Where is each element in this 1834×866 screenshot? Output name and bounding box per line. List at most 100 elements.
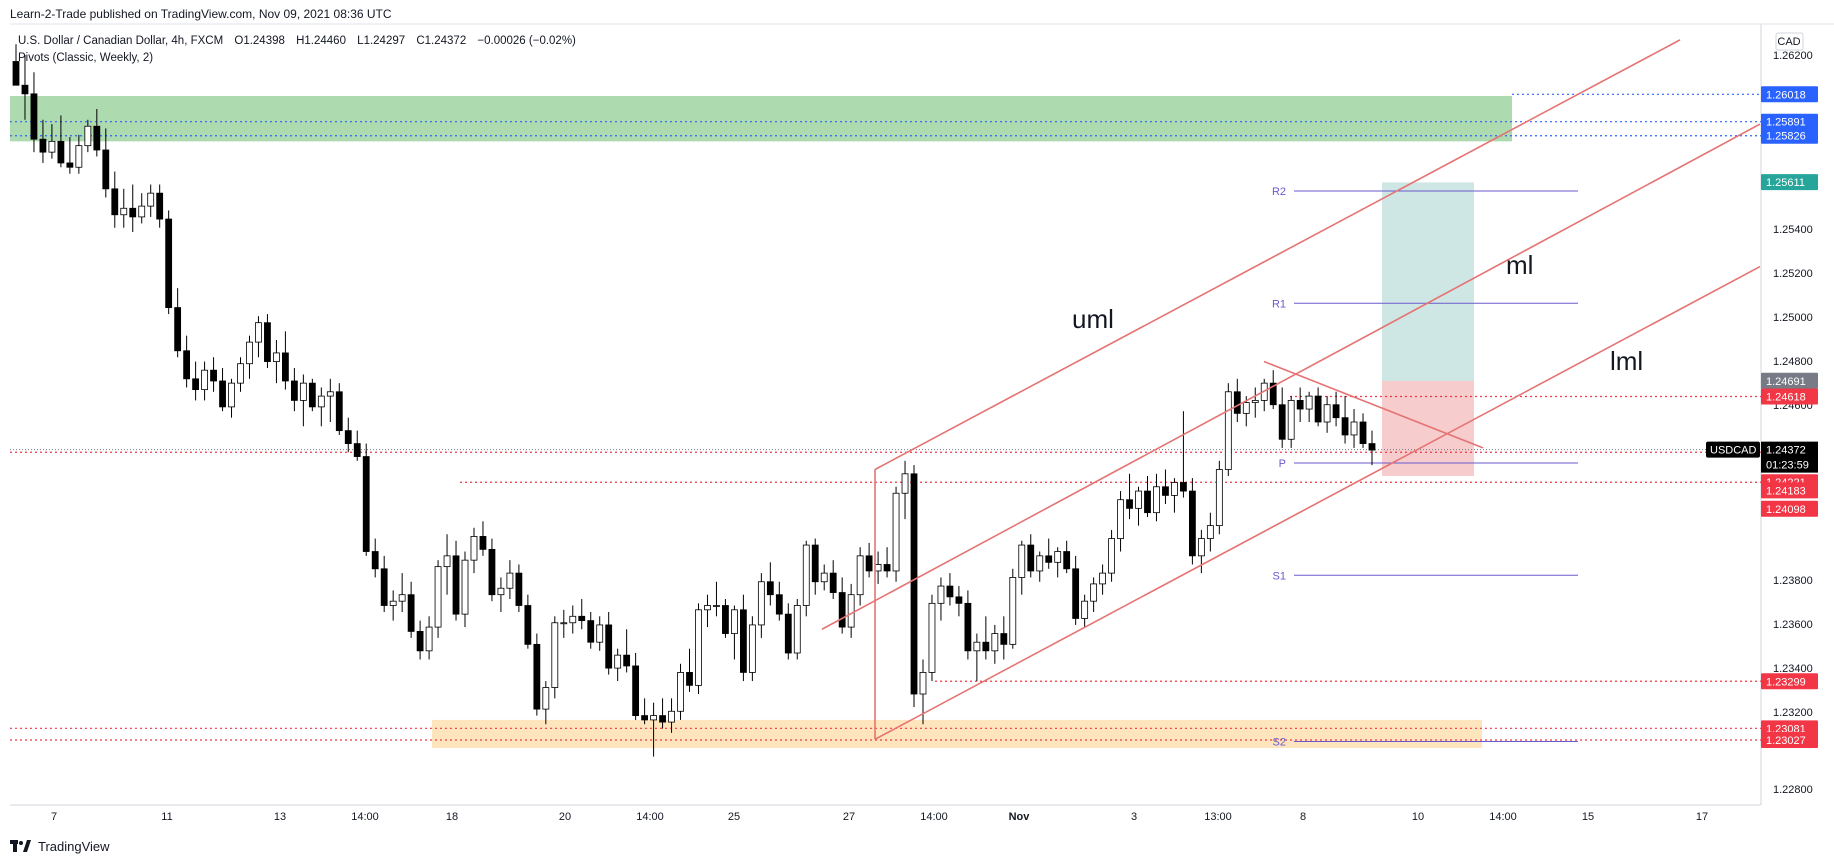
candle-121 bbox=[1099, 564, 1106, 595]
price-tag-1.23299: 1.23299 bbox=[1761, 673, 1818, 690]
x-tick-17: 17 bbox=[1696, 811, 1708, 823]
candle-34 bbox=[317, 387, 325, 427]
y-tick-0: 1.26200 bbox=[1773, 50, 1813, 62]
candle-36 bbox=[335, 383, 343, 435]
candle-50 bbox=[461, 551, 469, 628]
candle-66 bbox=[605, 611, 613, 675]
candle-125 bbox=[1135, 486, 1142, 526]
candle-40 bbox=[371, 538, 379, 578]
price-tag-1.23027: 1.23027 bbox=[1761, 731, 1818, 748]
candle-103 bbox=[937, 577, 945, 621]
candle-76 bbox=[695, 603, 702, 695]
currency-label: CAD bbox=[1777, 36, 1800, 48]
candle-62 bbox=[569, 605, 577, 634]
candle-47 bbox=[434, 560, 442, 638]
candle-60 bbox=[551, 616, 559, 699]
candle-82 bbox=[748, 616, 756, 682]
candle-24 bbox=[228, 378, 235, 418]
symbol-tag: USDCAD bbox=[1706, 441, 1760, 458]
x-tick-12: 13:00 bbox=[1204, 811, 1232, 823]
svg-text:1.24098: 1.24098 bbox=[1766, 504, 1806, 516]
candle-107 bbox=[973, 633, 981, 682]
candle-114 bbox=[1036, 551, 1044, 582]
pivot-label-r1: R1 bbox=[1272, 298, 1286, 310]
svg-text:1.23299: 1.23299 bbox=[1766, 676, 1806, 688]
candle-30 bbox=[282, 331, 289, 390]
candle-105 bbox=[955, 586, 963, 617]
candle-151 bbox=[1368, 430, 1376, 466]
candle-74 bbox=[677, 663, 684, 720]
candle-146 bbox=[1323, 396, 1331, 433]
candle-84 bbox=[766, 562, 774, 606]
candle-63 bbox=[578, 599, 586, 630]
candle-65 bbox=[596, 616, 604, 651]
pivot-label-p: P bbox=[1279, 458, 1286, 470]
x-tick-15: 14:00 bbox=[1489, 811, 1517, 823]
candle-4 bbox=[48, 124, 56, 159]
candle-127 bbox=[1153, 473, 1160, 522]
x-tick-14: 10 bbox=[1412, 811, 1424, 823]
pivot-label-s2: S2 bbox=[1273, 737, 1286, 749]
candle-56 bbox=[515, 564, 523, 612]
candle-44 bbox=[407, 581, 415, 638]
candle-113 bbox=[1027, 534, 1035, 578]
y-tick-11: 1.23200 bbox=[1773, 707, 1813, 719]
price-tag-1.24691: 1.24691 bbox=[1761, 372, 1818, 389]
candle-123 bbox=[1117, 491, 1124, 552]
tradingview-logo-icon bbox=[10, 839, 31, 852]
candle-8 bbox=[84, 119, 92, 153]
x-tick-2: 13 bbox=[274, 811, 286, 823]
symbol-name: U.S. Dollar / Canadian Dollar, 4h, FXCM bbox=[18, 35, 224, 47]
x-tick-13: 8 bbox=[1300, 811, 1306, 823]
candle-80 bbox=[731, 605, 738, 660]
svg-text:1.25611: 1.25611 bbox=[1766, 177, 1805, 189]
candle-45 bbox=[416, 620, 424, 660]
candle-35 bbox=[326, 378, 334, 422]
candle-94 bbox=[856, 547, 864, 606]
candle-22 bbox=[210, 357, 217, 392]
candle-91 bbox=[829, 560, 837, 600]
x-tick-6: 14:00 bbox=[636, 811, 664, 823]
candle-12 bbox=[120, 188, 128, 228]
candle-13 bbox=[129, 184, 137, 233]
candle-37 bbox=[344, 417, 352, 453]
candle-14 bbox=[138, 193, 146, 224]
candle-53 bbox=[488, 538, 496, 602]
candle-110 bbox=[1000, 616, 1008, 660]
candle-116 bbox=[1054, 547, 1062, 578]
candle-69 bbox=[632, 652, 640, 720]
candle-49 bbox=[452, 540, 460, 621]
x-tick-5: 20 bbox=[559, 811, 571, 823]
candle-85 bbox=[775, 581, 783, 621]
y-tick-1: 1.25400 bbox=[1773, 224, 1813, 236]
resistance-zone bbox=[10, 96, 1512, 142]
tradingview-brand: TradingView bbox=[38, 839, 110, 854]
candle-20 bbox=[192, 361, 200, 401]
candle-51 bbox=[470, 527, 478, 574]
candle-31 bbox=[290, 368, 298, 412]
candle-77 bbox=[704, 594, 711, 628]
candle-143 bbox=[1296, 387, 1304, 422]
candle-41 bbox=[380, 555, 388, 612]
candle-32 bbox=[299, 374, 307, 427]
candle-132 bbox=[1197, 529, 1205, 574]
candle-122 bbox=[1108, 529, 1115, 582]
candle-72 bbox=[659, 698, 666, 729]
candle-140 bbox=[1269, 370, 1277, 410]
candle-99 bbox=[901, 460, 909, 520]
candle-133 bbox=[1206, 512, 1214, 552]
y-tick-12: 1.22800 bbox=[1773, 784, 1813, 796]
x-tick-10: Nov bbox=[1009, 811, 1031, 823]
candle-141 bbox=[1278, 387, 1286, 448]
candle-86 bbox=[784, 603, 792, 660]
candle-117 bbox=[1063, 540, 1071, 574]
candle-131 bbox=[1188, 478, 1196, 565]
candle-9 bbox=[93, 108, 101, 157]
pivot-label-r2: R2 bbox=[1272, 186, 1286, 198]
candle-57 bbox=[524, 594, 532, 649]
candle-134 bbox=[1215, 460, 1223, 535]
candle-150 bbox=[1359, 413, 1367, 448]
candle-55 bbox=[506, 560, 514, 600]
currency-badge bbox=[1775, 32, 1804, 51]
